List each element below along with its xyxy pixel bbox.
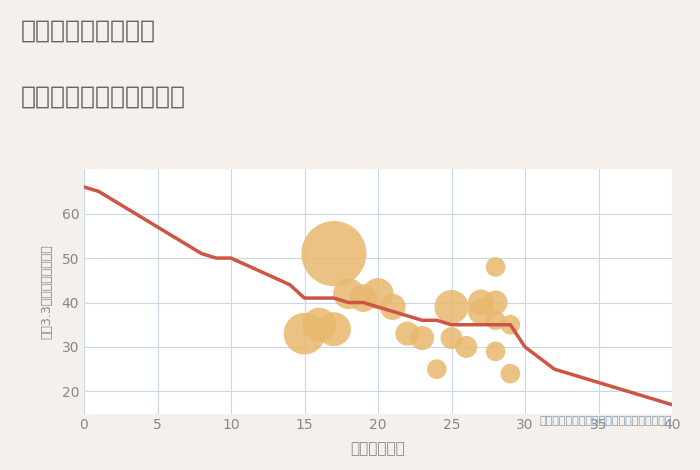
Text: 築年数別中古戸建て価格: 築年数別中古戸建て価格 <box>21 85 186 109</box>
Text: 円の大きさは、取引のあった物件面積を示す: 円の大きさは、取引のあった物件面積を示す <box>540 416 672 426</box>
Point <box>402 330 413 337</box>
Point <box>299 330 310 337</box>
Text: 福岡県宗像市大谷の: 福岡県宗像市大谷の <box>21 19 156 43</box>
Point <box>343 290 354 298</box>
Point <box>372 290 384 298</box>
Point <box>446 303 457 311</box>
Point <box>328 325 339 333</box>
Point <box>490 316 501 324</box>
Y-axis label: 坪（3.3㎡）単価（万円）: 坪（3.3㎡）単価（万円） <box>40 244 53 339</box>
Point <box>358 294 369 302</box>
Point <box>416 334 428 342</box>
X-axis label: 築年数（年）: 築年数（年） <box>351 441 405 456</box>
Point <box>328 250 339 258</box>
Point <box>387 303 398 311</box>
Point <box>461 343 472 351</box>
Point <box>314 321 325 329</box>
Point <box>505 321 516 329</box>
Point <box>490 348 501 355</box>
Point <box>490 263 501 271</box>
Point <box>431 365 442 373</box>
Point <box>475 299 486 306</box>
Point <box>490 299 501 306</box>
Point <box>505 370 516 377</box>
Point <box>446 334 457 342</box>
Point <box>475 308 486 315</box>
